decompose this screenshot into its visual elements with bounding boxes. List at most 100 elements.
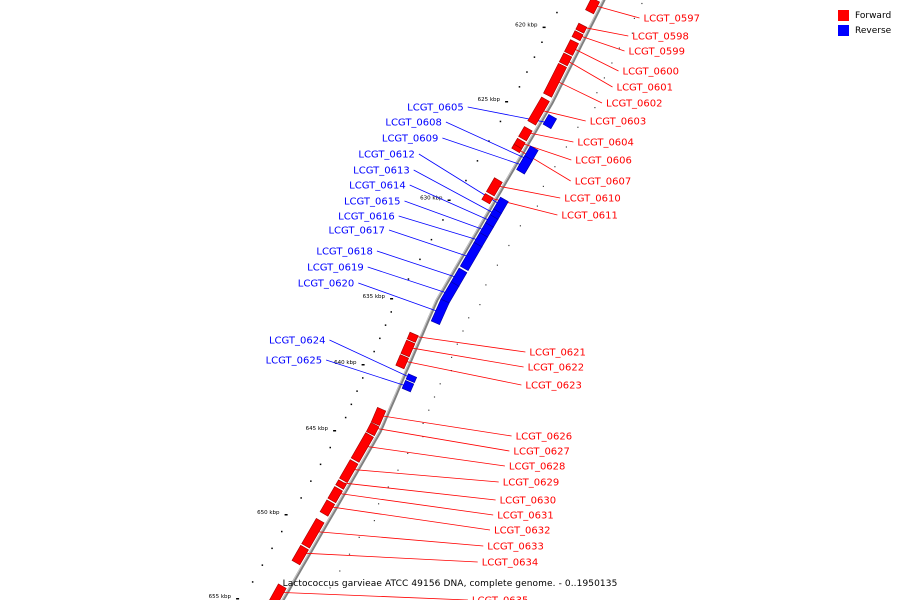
gene-label-lcgt_0624: LCGT_0624 [269, 336, 326, 347]
gene-label-lcgt_0615: LCGT_0615 [344, 197, 401, 208]
tick-dot [348, 553, 351, 555]
tick-dot [508, 244, 510, 247]
tick-dot [433, 396, 436, 398]
tick-mark [526, 71, 528, 73]
tick-mark [518, 86, 521, 88]
gene-lcgt_0601-body [558, 52, 573, 67]
gene-lcgt_0627-cap [364, 430, 375, 436]
tick-label: 645 kbp [306, 426, 329, 432]
gene-label-lcgt_0601: LCGT_0601 [617, 83, 674, 94]
leader-line [490, 184, 561, 199]
gene-lcgt_0624-cap [406, 379, 417, 384]
tick-mark [430, 238, 433, 241]
tick-dot [407, 452, 409, 454]
leader-line [358, 444, 505, 467]
tick-mark [533, 56, 536, 58]
tick-mark [390, 311, 392, 313]
tick-dot [631, 32, 633, 34]
tick-dot [611, 62, 613, 64]
tick-dot [468, 317, 470, 319]
leader-line [368, 426, 510, 452]
tick-dot [594, 107, 596, 109]
gene-label-lcgt_0607: LCGT_0607 [575, 177, 632, 188]
leader-line [467, 106, 554, 125]
gene-label-lcgt_0602: LCGT_0602 [606, 99, 663, 110]
leader-line [367, 266, 454, 296]
gene-label-lcgt_0605: LCGT_0605 [407, 103, 464, 114]
leader-line [567, 45, 619, 72]
tick-mark [310, 480, 312, 482]
leader-line [308, 530, 484, 547]
gene-lcgt_0625-body [401, 380, 415, 393]
tick-label: 655 kbp [209, 594, 232, 600]
tick-dot [339, 570, 341, 572]
leader-line [296, 552, 478, 563]
tick-mark [329, 446, 331, 449]
tick-mark [476, 160, 479, 162]
tick-mark [390, 298, 394, 300]
leader-line [388, 229, 476, 260]
tick-dot [358, 536, 360, 538]
legend-item-reverse: Reverse [838, 23, 891, 38]
leader-line [408, 335, 526, 353]
legend-label-forward: Forward [855, 10, 892, 21]
tick-dot [577, 126, 579, 128]
tick-mark [407, 278, 410, 280]
tick-label: 635 kbp [363, 294, 386, 300]
tick-mark [361, 364, 365, 366]
leader-line-layer [273, 3, 640, 600]
tick-mark [419, 258, 421, 261]
tick-dot [462, 330, 464, 332]
tick-label: 620 kbp [515, 23, 538, 29]
tick-label: 630 kbp [420, 196, 443, 202]
gene-label-lcgt_0631: LCGT_0631 [497, 511, 554, 522]
gene-label-lcgt_0627: LCGT_0627 [513, 447, 570, 458]
tick-mark [350, 403, 353, 406]
leader-line [442, 137, 529, 168]
gene-lcgt_0635-body [269, 583, 287, 600]
gene-label-lcgt_0622: LCGT_0622 [528, 363, 585, 374]
genome-caption: Lactococcus garvieae ATCC 49156 DNA, com… [282, 579, 618, 589]
reverse-swatch [838, 25, 849, 36]
gene-lcgt_0601-cap [557, 61, 568, 66]
gene-label-lcgt_0603: LCGT_0603 [590, 117, 647, 128]
gene-lcgt_0635-cap [267, 599, 270, 600]
tick-mark [373, 350, 375, 353]
leader-line [403, 346, 524, 368]
gene-label-lcgt_0634: LCGT_0634 [482, 558, 539, 569]
gene-layer [267, 0, 601, 600]
legend-item-forward: Forward [838, 8, 891, 23]
tick-layer: 620 kbp 625 kbp 630 kbp 635 kbp 640 kbp 645 k… [209, 2, 643, 600]
tick-dot [603, 77, 605, 79]
gene-lcgt_0609-cap [516, 169, 527, 176]
tick-mark [556, 11, 558, 14]
tick-label: 625 kbp [478, 97, 501, 103]
tick-dot [596, 92, 598, 94]
leader-line [344, 468, 499, 483]
tick-dot [397, 469, 399, 471]
leader-line [413, 169, 500, 217]
tick-mark [541, 41, 543, 43]
gene-label-lcgt_0630: LCGT_0630 [500, 496, 557, 507]
leader-line [515, 140, 572, 161]
gene-label-lcgt_0609: LCGT_0609 [382, 134, 439, 145]
leader-line [398, 215, 485, 243]
tick-mark [319, 463, 322, 466]
tick-mark [447, 199, 451, 201]
gene-label-lcgt_0616: LCGT_0616 [338, 212, 395, 223]
tick-mark [542, 26, 546, 29]
leader-line [445, 121, 533, 162]
gene-label-lcgt_0610: LCGT_0610 [564, 194, 621, 205]
tick-mark [465, 179, 467, 182]
gene-label-lcgt_0604: LCGT_0604 [577, 138, 634, 149]
tick-mark [236, 598, 240, 600]
leader-line [329, 339, 416, 381]
tick-dot [456, 343, 458, 345]
tick-mark [251, 581, 254, 583]
gene-label-lcgt_0614: LCGT_0614 [349, 181, 406, 192]
tick-mark [499, 120, 502, 123]
tick-mark [488, 140, 490, 142]
genome-backbone [281, 0, 606, 600]
tick-dot [641, 2, 643, 5]
